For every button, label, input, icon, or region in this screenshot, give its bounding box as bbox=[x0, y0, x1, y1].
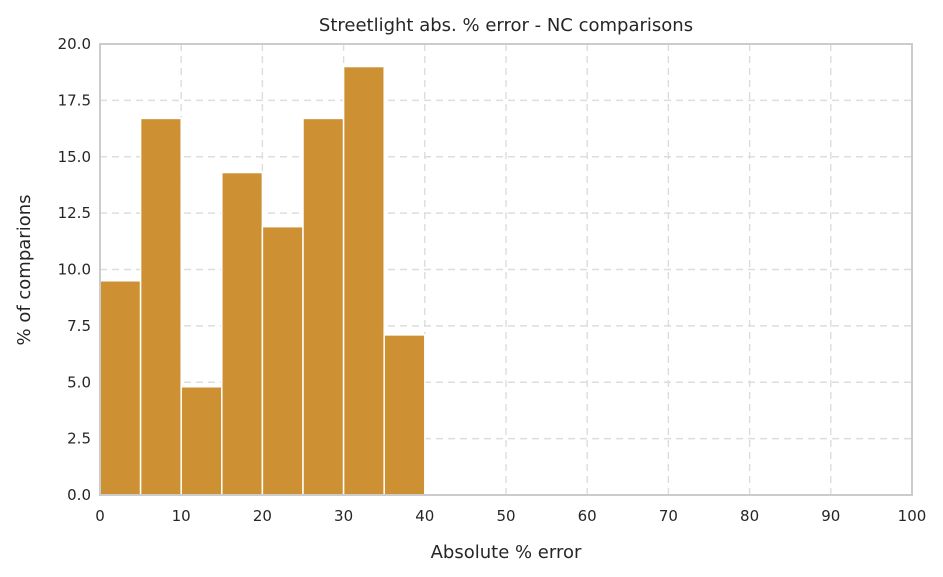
y-tick-label: 17.5 bbox=[58, 91, 91, 109]
bars bbox=[99, 65, 426, 496]
y-tick-label: 12.5 bbox=[58, 204, 91, 222]
histogram-bar bbox=[302, 117, 345, 496]
x-axis-label: Absolute % error bbox=[431, 542, 582, 563]
chart-title: Streetlight abs. % error - NC comparison… bbox=[319, 15, 693, 36]
histogram-bar bbox=[261, 225, 304, 496]
x-tick-label: 80 bbox=[740, 507, 759, 525]
y-tick-label: 0.0 bbox=[67, 486, 91, 504]
x-tick-label: 70 bbox=[659, 507, 678, 525]
y-tick-label: 15.0 bbox=[58, 148, 91, 166]
y-tick-label: 20.0 bbox=[58, 35, 91, 53]
x-tick-label: 30 bbox=[334, 507, 353, 525]
x-tick-label: 90 bbox=[821, 507, 840, 525]
x-tick-label: 40 bbox=[415, 507, 434, 525]
y-axis-label: % of comparions bbox=[14, 195, 35, 346]
histogram-bar bbox=[221, 171, 264, 496]
histogram-bar bbox=[139, 117, 182, 496]
histogram-bar bbox=[99, 280, 142, 496]
y-ticks: 0.0 2.5 5.0 7.5 10.0 12.5 15.0 17.5 20.0 bbox=[58, 35, 91, 504]
y-tick-label: 2.5 bbox=[67, 430, 91, 448]
y-tick-label: 10.0 bbox=[58, 261, 91, 279]
x-tick-label: 50 bbox=[496, 507, 515, 525]
x-ticks: 0 10 20 30 40 50 60 70 80 90 100 bbox=[95, 507, 926, 525]
x-tick-label: 60 bbox=[578, 507, 597, 525]
x-tick-label: 100 bbox=[898, 507, 927, 525]
y-tick-label: 7.5 bbox=[67, 317, 91, 335]
histogram-bar bbox=[383, 334, 426, 496]
x-tick-label: 0 bbox=[95, 507, 105, 525]
y-tick-label: 5.0 bbox=[67, 373, 91, 391]
histogram-bar bbox=[342, 65, 385, 496]
x-tick-label: 10 bbox=[172, 507, 191, 525]
x-tick-label: 20 bbox=[253, 507, 272, 525]
plot-frame bbox=[99, 43, 913, 496]
histogram-bar bbox=[180, 386, 223, 496]
